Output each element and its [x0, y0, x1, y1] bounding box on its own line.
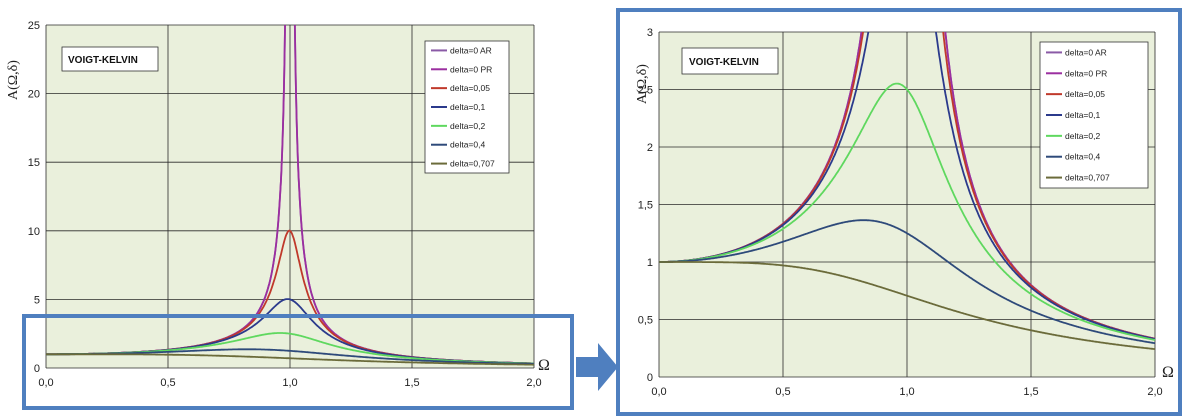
right-tick-labels: 0 0,5 1 1,5 2 2,5 3 0,0 0,5 1,0 1,5 2,0 — [638, 27, 1163, 398]
x-tick-label: 1,0 — [282, 377, 297, 389]
y-tick-label: 5 — [34, 294, 40, 306]
y-tick-label: 1,5 — [638, 200, 653, 212]
left-title-box — [61, 46, 159, 72]
right-grid — [658, 31, 1156, 378]
right-x-axis-label: Ω — [1162, 364, 1174, 381]
y-tick-label: 20 — [28, 89, 40, 101]
legend-label: delta=0,1 — [450, 102, 485, 112]
y-tick-label: 0 — [647, 372, 653, 384]
series-line — [659, 219, 1155, 345]
legend-label: delta=0,2 — [1065, 131, 1100, 141]
legend-label: delta=0 PR — [450, 64, 492, 74]
y-tick-label: 0 — [34, 363, 40, 375]
x-tick-label: 2,0 — [1147, 386, 1162, 398]
y-tick-label: 10 — [28, 226, 40, 238]
legend-label: delta=0,05 — [450, 83, 490, 93]
x-tick-label: 1,5 — [404, 377, 419, 389]
left-x-axis-label: Ω — [538, 357, 550, 374]
x-tick-label: 0,0 — [38, 377, 53, 389]
y-tick-label: 1 — [647, 257, 653, 269]
x-tick-label: 0,5 — [775, 386, 790, 398]
legend-label: delta=0 PR — [1065, 68, 1107, 78]
y-tick-label: 2 — [647, 142, 653, 154]
y-tick-label: 15 — [28, 157, 40, 169]
legend-label: delta=0 AR — [1065, 47, 1107, 57]
legend-label: delta=0,707 — [1065, 173, 1110, 183]
series-line — [659, 32, 1155, 340]
right-legend: delta=0 AR delta=0 PR delta=0,05 delta=0,1 d… — [1039, 41, 1149, 189]
zoom-arrow-icon — [576, 343, 618, 391]
left-chart-title: VOIGT-KELVIN — [68, 55, 138, 66]
zoom-region-frame — [22, 314, 574, 410]
left-y-axis-label: A(Ω,δ) — [6, 60, 21, 100]
legend-label: delta=0,4 — [1065, 152, 1100, 162]
right-title-box — [681, 47, 779, 75]
legend-label: delta=0,2 — [450, 121, 485, 131]
right-chart-title: VOIGT-KELVIN — [689, 57, 759, 68]
left-tick-labels: 0 5 10 15 20 25 0,0 0,5 1,0 1,5 2,0 — [28, 20, 542, 389]
legend-label: delta=0,1 — [1065, 110, 1100, 120]
series-line — [46, 348, 534, 365]
series-line — [659, 82, 1155, 341]
legend-label: delta=0,707 — [450, 159, 495, 169]
y-tick-label: 25 — [28, 20, 40, 32]
legend-label: delta=0,05 — [1065, 89, 1105, 99]
legend-label: delta=0 AR — [450, 45, 492, 55]
right-y-axis-label: A(Ω,δ) — [635, 64, 650, 104]
series-line — [659, 261, 1155, 350]
x-tick-label: 2,0 — [526, 377, 541, 389]
y-tick-label: 2,5 — [638, 85, 653, 97]
legend-label: delta=0,4 — [450, 140, 485, 150]
x-tick-label: 1,5 — [1023, 386, 1038, 398]
left-chart: 0 5 10 15 20 25 0,0 0,5 1,0 1,5 2,0 VOIGT-KELVIN A… — [6, 20, 542, 389]
y-tick-label: 0,5 — [638, 315, 653, 327]
series-line — [46, 353, 534, 366]
left-legend: delta=0 AR delta=0 PR delta=0,05 delta=0,1 d… — [424, 40, 510, 174]
right-series-lines — [659, 32, 1155, 350]
y-tick-label: 3 — [647, 27, 653, 39]
x-tick-label: 0,0 — [651, 386, 666, 398]
x-tick-label: 0,5 — [160, 377, 175, 389]
right-chart: 0 0,5 1 1,5 2 2,5 3 0,0 0,5 1,0 1,5 2,0 VOIGT-KELVI… — [635, 27, 1163, 398]
x-tick-label: 1,0 — [899, 386, 914, 398]
left-series-lines — [46, 25, 534, 366]
zoom-view-frame — [616, 8, 1182, 416]
